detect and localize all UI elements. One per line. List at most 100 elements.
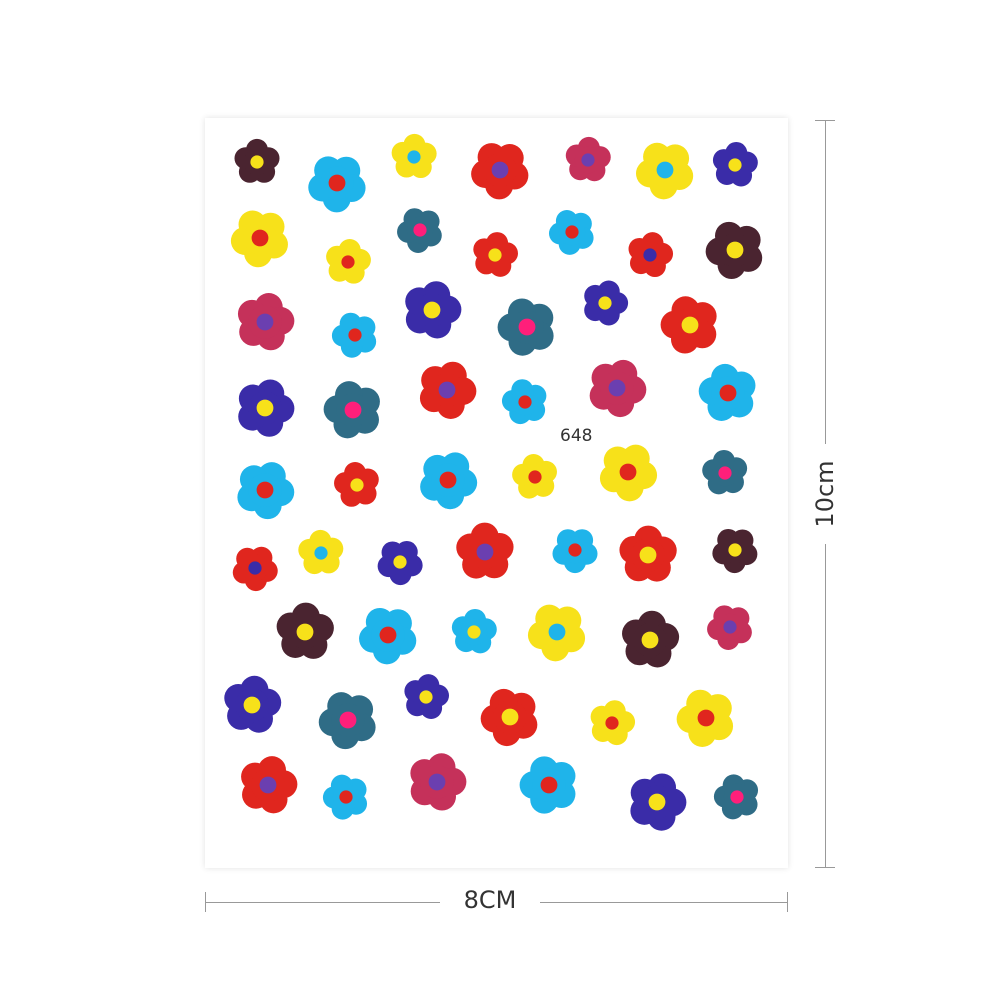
flower-center bbox=[726, 241, 744, 259]
flower-center bbox=[639, 546, 657, 564]
flower-sticker bbox=[456, 522, 514, 579]
flower-sticker bbox=[397, 208, 442, 253]
flower-center bbox=[350, 478, 364, 492]
flower-center bbox=[565, 225, 579, 239]
flower-sticker bbox=[234, 138, 280, 183]
flower-center bbox=[605, 716, 619, 730]
flower-sticker bbox=[599, 444, 658, 502]
flower-sticker bbox=[619, 525, 677, 582]
flower-sticker bbox=[501, 379, 547, 425]
flower-sticker bbox=[405, 281, 462, 339]
flower-sticker bbox=[628, 232, 674, 278]
flower-sticker bbox=[527, 604, 586, 662]
flower-sticker bbox=[702, 449, 748, 495]
flower-center bbox=[419, 690, 433, 704]
flower-center bbox=[476, 543, 494, 561]
sheet-code: 648 bbox=[560, 426, 593, 446]
flower-sticker bbox=[676, 689, 734, 747]
flower-sticker bbox=[497, 298, 554, 356]
flower-center bbox=[438, 381, 456, 399]
flower-sticker bbox=[552, 529, 598, 574]
flower-center bbox=[341, 255, 355, 269]
flower-sticker bbox=[237, 462, 295, 520]
flower-sticker bbox=[712, 141, 758, 187]
flower-sticker bbox=[377, 540, 423, 586]
flower-center bbox=[548, 623, 566, 641]
flower-center bbox=[393, 555, 407, 569]
flower-center bbox=[719, 384, 737, 402]
flower-center bbox=[488, 248, 502, 262]
flower-center bbox=[256, 313, 274, 331]
flower-center bbox=[643, 248, 657, 262]
flower-sticker bbox=[473, 232, 518, 277]
flower-sticker bbox=[318, 692, 376, 750]
flower-sticker bbox=[308, 156, 366, 213]
flower-center bbox=[428, 773, 446, 791]
flower-center bbox=[348, 328, 362, 342]
flower-sticker bbox=[238, 379, 295, 437]
flower-sticker bbox=[548, 210, 594, 255]
flower-center bbox=[681, 316, 699, 334]
flower-center bbox=[259, 776, 277, 794]
height-tick-top bbox=[815, 120, 835, 121]
flower-sticker bbox=[224, 675, 282, 733]
flower-sticker bbox=[705, 221, 763, 280]
flower-center bbox=[568, 543, 582, 557]
flower-center bbox=[656, 161, 674, 179]
flower-center bbox=[248, 561, 262, 575]
flower-center bbox=[467, 625, 481, 639]
flower-center bbox=[528, 470, 542, 484]
flower-center bbox=[339, 790, 353, 804]
flower-center bbox=[314, 546, 328, 560]
flower-center bbox=[723, 620, 737, 634]
flower-center bbox=[328, 174, 346, 192]
flower-center bbox=[730, 790, 744, 804]
flower-center bbox=[344, 401, 362, 419]
flower-sticker bbox=[712, 528, 758, 574]
flower-center bbox=[619, 463, 637, 481]
flower-center bbox=[439, 471, 457, 489]
height-tick-bottom bbox=[815, 867, 835, 868]
flower-sticker bbox=[707, 605, 752, 650]
flower-center bbox=[728, 543, 742, 557]
width-tick-left bbox=[205, 892, 206, 912]
flower-center bbox=[540, 776, 558, 794]
flower-sticker bbox=[391, 133, 437, 179]
flower-sticker bbox=[241, 756, 298, 814]
flower-sticker bbox=[471, 143, 529, 200]
flower-sticker bbox=[698, 363, 756, 421]
flower-sticker bbox=[331, 312, 377, 358]
flower-center bbox=[413, 223, 427, 237]
flower-sticker bbox=[420, 452, 478, 510]
flower-sticker bbox=[334, 462, 379, 507]
flower-sticker bbox=[298, 529, 344, 575]
flower-center bbox=[718, 466, 732, 480]
flower-center bbox=[641, 631, 659, 649]
flower-sticker bbox=[322, 774, 368, 820]
width-label: 8CM bbox=[440, 886, 540, 914]
flower-sticker bbox=[323, 381, 380, 439]
flower-center bbox=[581, 153, 595, 167]
flower-sticker bbox=[519, 756, 576, 814]
flower-center bbox=[518, 318, 536, 336]
flower-sticker bbox=[565, 136, 611, 182]
flower-center bbox=[251, 229, 269, 247]
flower-center bbox=[339, 711, 357, 729]
flower-sticker bbox=[713, 774, 759, 820]
flower-center bbox=[250, 155, 264, 169]
flower-center bbox=[728, 158, 742, 172]
height-label: 10cm bbox=[811, 444, 839, 544]
flower-center bbox=[423, 301, 441, 319]
flower-center bbox=[598, 296, 612, 310]
flower-sticker bbox=[590, 700, 636, 746]
flower-sticker bbox=[232, 546, 278, 592]
flower-sticker bbox=[635, 142, 694, 200]
flower-center bbox=[256, 399, 274, 417]
flower-center bbox=[256, 481, 274, 499]
flower-center bbox=[379, 626, 397, 644]
flower-sticker bbox=[237, 293, 295, 351]
flower-sticker bbox=[480, 688, 538, 747]
flower-sticker bbox=[419, 361, 477, 419]
flower-center bbox=[608, 379, 626, 397]
